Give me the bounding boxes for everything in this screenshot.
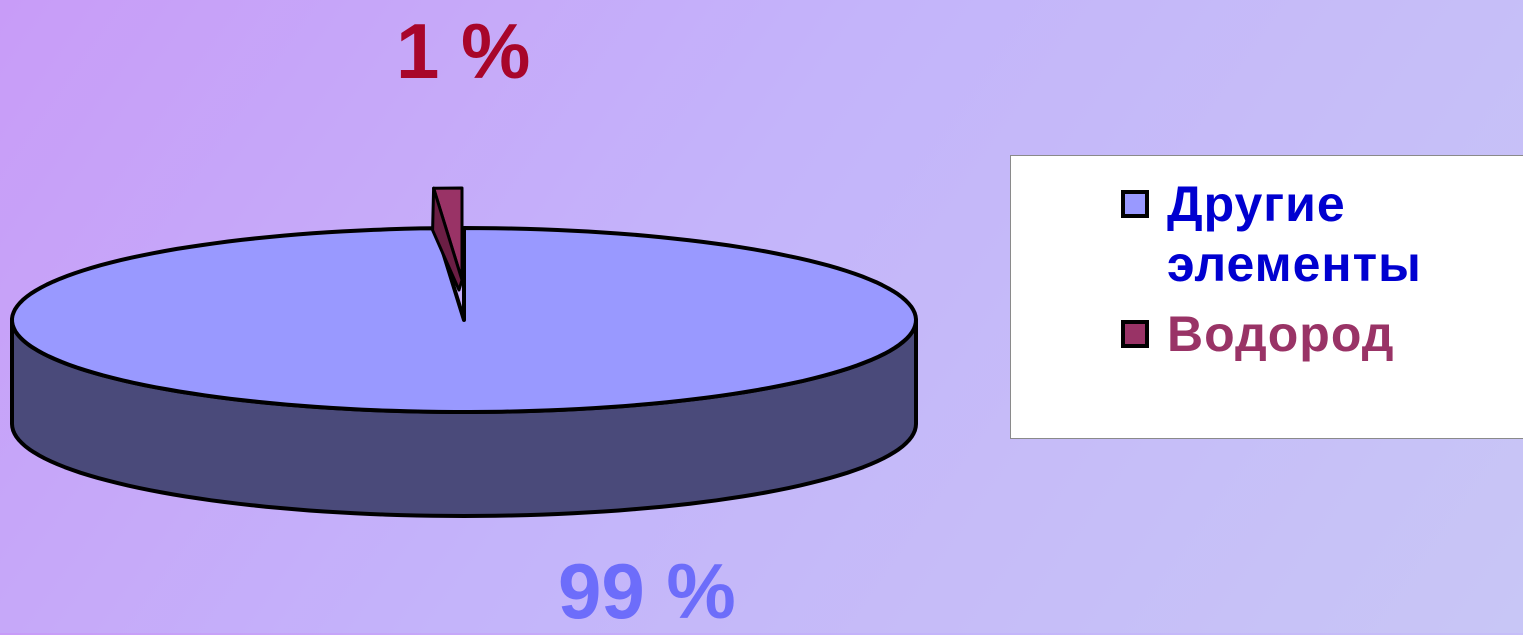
legend-item-other-elements: Другие элементы [1121,174,1507,294]
legend-label-hydrogen: Водород [1167,306,1395,362]
legend-swatch-other-elements [1121,190,1149,218]
data-label-other-elements: 99 % [558,547,736,635]
legend-swatch-hydrogen [1121,320,1149,348]
legend-item-hydrogen: Водород [1121,304,1507,364]
legend-label-other-elements: Другие элементы [1167,176,1422,292]
pie-slice-other-elements [10,226,918,414]
data-label-hydrogen: 1 % [396,7,531,95]
chart-legend: Другие элементы Водород [1010,155,1523,439]
pie-slice-side-hydrogen [431,186,464,292]
